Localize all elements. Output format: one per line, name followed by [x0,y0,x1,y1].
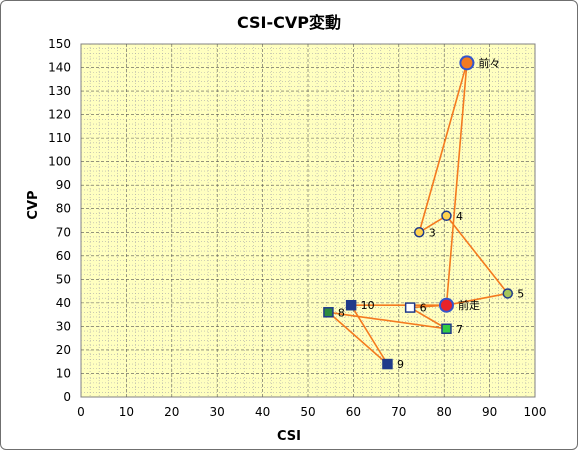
y-tick-label: 110 [48,131,71,145]
data-point [345,299,357,311]
x-tick-label: 60 [346,405,361,419]
point-label: 前走 [458,298,480,312]
y-tick-label: 10 [56,366,71,380]
y-tick-label: 90 [56,178,71,192]
data-point [413,227,425,238]
y-tick-label: 130 [48,84,71,98]
y-tick-label: 80 [56,202,71,216]
x-tick-label: 50 [300,405,315,419]
point-label: 3 [429,226,436,239]
y-tick-label: 150 [48,37,71,51]
x-tick-label: 40 [255,405,270,419]
series-path [327,62,509,365]
y-tick-label: 40 [56,296,71,310]
y-tick-label: 50 [56,272,71,286]
data-point [502,288,514,299]
point-label: 5 [517,287,524,300]
point-label: 7 [456,323,463,336]
axis-ticks: 0 10 20 30 40 50 60 70 80 90 100 0 10 20 30 40 50 60 70 80 9… [48,37,546,419]
y-tick-label: 60 [56,249,71,263]
data-points: 前々 3 4 5 前走 6 7 8 9 10 [323,55,524,371]
x-tick-label: 100 [524,405,547,419]
data-point [459,55,475,71]
data-point [323,307,334,318]
data-point [441,210,452,222]
x-tick-label: 30 [210,405,225,419]
x-tick-label: 90 [482,405,497,419]
y-tick-label: 70 [56,225,71,239]
data-point [441,323,452,335]
point-label: 4 [456,210,463,223]
series-line [327,62,509,365]
x-tick-label: 80 [437,405,452,419]
point-label: 10 [361,299,375,312]
point-label: 8 [338,306,345,319]
chart-title: CSI-CVP変動 [237,13,341,32]
x-axis-title: CSI [277,429,301,444]
data-point [438,297,454,313]
x-tick-label: 0 [77,405,85,419]
point-label: 6 [420,302,427,315]
y-tick-label: 20 [56,343,71,357]
y-tick-label: 120 [48,108,71,122]
x-tick-label: 10 [119,405,134,419]
point-label: 9 [397,358,404,371]
data-point [404,302,416,313]
y-tick-label: 0 [63,390,71,404]
x-tick-label: 70 [391,405,406,419]
point-label: 前々 [478,56,500,70]
y-tick-label: 100 [48,155,71,169]
y-tick-label: 140 [48,61,71,75]
y-axis-title: CVP [26,190,41,219]
data-point [382,358,393,370]
x-tick-label: 20 [164,405,179,419]
y-tick-label: 30 [56,319,71,333]
